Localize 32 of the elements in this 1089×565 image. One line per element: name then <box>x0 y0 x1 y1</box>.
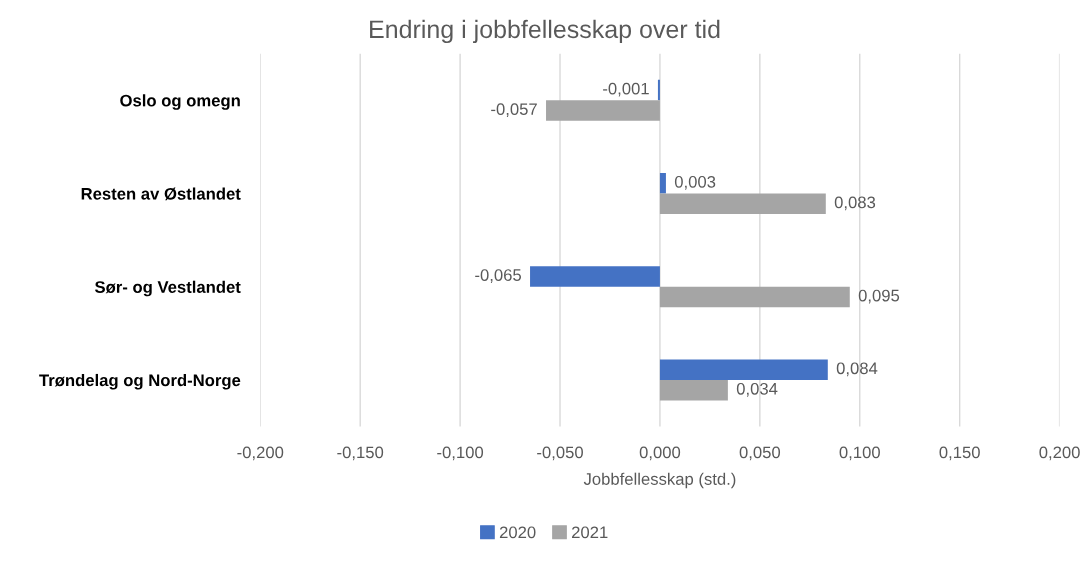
data-label: -0,057 <box>491 103 537 117</box>
bar <box>659 359 828 380</box>
x-tick-label: 0,200 <box>1039 446 1080 461</box>
x-tick-label: -0,150 <box>337 446 384 461</box>
bar <box>659 286 850 308</box>
data-label: -0,065 <box>475 269 522 283</box>
bar <box>530 266 660 287</box>
chart-title: Endring i jobbfellesskap over tid <box>370 19 720 44</box>
legend-label: 2020 <box>499 526 536 539</box>
x-tick-label: 0,000 <box>639 446 681 461</box>
data-label: 0,095 <box>858 289 900 304</box>
data-label: 0,034 <box>736 382 778 397</box>
bar <box>659 173 666 194</box>
x-tick-label: -0,200 <box>237 446 284 461</box>
x-tick-label: -0,100 <box>437 446 484 461</box>
x-tick-label: 0,050 <box>739 446 781 461</box>
y-tick-label: Sør- og Vestlandet <box>94 280 241 297</box>
y-tick-label: Trøndelag og Nord-Norge <box>39 373 241 390</box>
bar <box>546 100 660 121</box>
bar <box>659 379 728 401</box>
x-tick-label: -0,050 <box>537 446 583 461</box>
data-label: 0,084 <box>836 362 878 377</box>
legend-label: 2021 <box>572 526 608 539</box>
x-tick-label: 0,100 <box>839 446 880 461</box>
data-label: 0,003 <box>674 175 716 190</box>
data-label: -0,001 <box>603 82 649 97</box>
data-label: 0,083 <box>834 196 876 211</box>
x-axis-title: Jobbfellesskap (std.) <box>583 472 736 489</box>
bar <box>659 193 826 215</box>
y-tick-label: Resten av Østlandet <box>81 187 241 201</box>
y-tick-label: Oslo og omegn <box>120 94 240 110</box>
x-tick-label: 0,150 <box>939 446 980 461</box>
